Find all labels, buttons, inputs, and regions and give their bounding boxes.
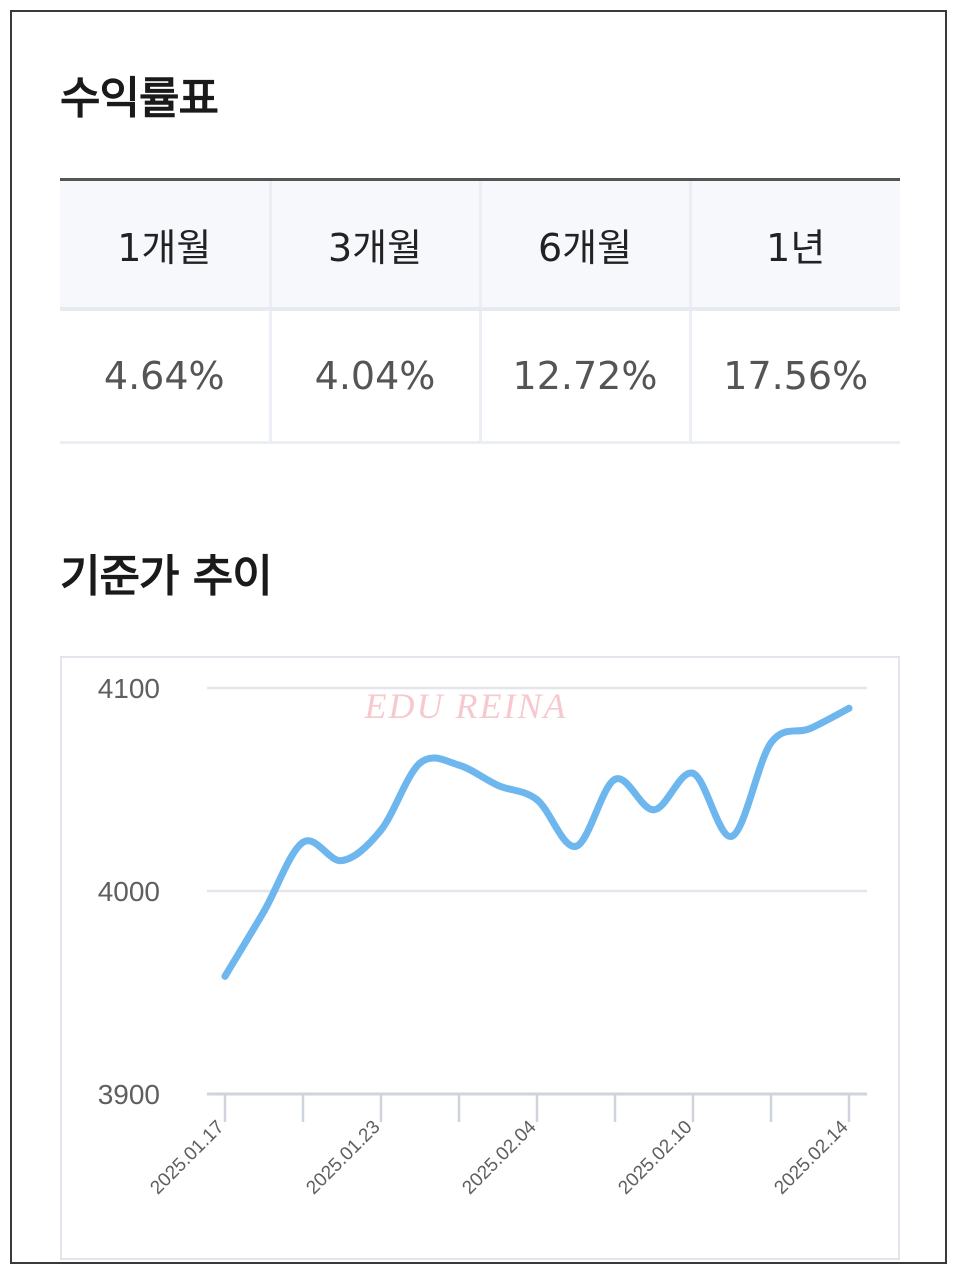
nav-data-point bbox=[377, 826, 385, 834]
nav-data-point bbox=[767, 739, 775, 747]
watermark-text: EDU REINA bbox=[364, 686, 568, 726]
nav-data-point bbox=[806, 725, 814, 733]
nav-data-point bbox=[650, 806, 658, 814]
nav-data-point bbox=[260, 907, 268, 915]
nav-data-point bbox=[221, 972, 229, 980]
nav-data-point bbox=[338, 857, 346, 865]
period-header-1y: 1년 bbox=[688, 178, 900, 311]
y-tick-label: 3900 bbox=[98, 1079, 160, 1110]
return-value-6m: 12.72% bbox=[478, 309, 690, 444]
nav-chart-svg: 3900 4000 4100 2025.01.17 2025.01.23 2025.02.… bbox=[98, 673, 867, 1199]
nav-data-point bbox=[611, 775, 619, 783]
return-value-1y: 17.56% bbox=[688, 309, 900, 444]
nav-data-point bbox=[572, 842, 580, 850]
x-tick-label: 2025.02.10 bbox=[614, 1117, 696, 1199]
returns-value-row: 4.64% 4.04% 12.72% 17.56% bbox=[60, 309, 900, 444]
y-tick-label: 4100 bbox=[98, 673, 160, 704]
y-tick-label: 4000 bbox=[98, 876, 160, 907]
nav-trend-title: 기준가 추이 bbox=[60, 551, 273, 602]
x-tick-label: 2025.01.17 bbox=[146, 1117, 228, 1199]
nav-data-point bbox=[533, 796, 541, 804]
nav-data-point bbox=[845, 704, 853, 712]
return-value-1m: 4.64% bbox=[60, 309, 270, 444]
returns-table: 1개월 3개월 6개월 1년 4.64% 4.04% 12.72% 17.56% bbox=[60, 178, 900, 444]
nav-data-point bbox=[416, 759, 424, 767]
returns-section-title: 수익률표 bbox=[60, 73, 219, 124]
x-tick-label: 2025.01.23 bbox=[302, 1117, 384, 1199]
nav-data-point bbox=[455, 761, 463, 769]
period-header-6m: 6개월 bbox=[478, 178, 690, 311]
nav-series-line-0 bbox=[221, 704, 853, 980]
nav-data-point bbox=[689, 769, 697, 777]
x-tick-label: 2025.02.14 bbox=[770, 1116, 852, 1198]
returns-header-row: 1개월 3개월 6개월 1년 bbox=[60, 178, 900, 311]
return-value-3m: 4.04% bbox=[268, 309, 480, 444]
x-tick-label: 2025.02.04 bbox=[458, 1116, 540, 1198]
nav-data-point bbox=[299, 838, 307, 846]
nav-chart: 3900 4000 4100 2025.01.17 2025.01.23 2025.02.… bbox=[60, 656, 900, 1260]
period-header-3m: 3개월 bbox=[268, 178, 480, 311]
nav-data-point bbox=[728, 832, 736, 840]
nav-data-point bbox=[494, 781, 502, 789]
period-header-1m: 1개월 bbox=[60, 178, 270, 311]
